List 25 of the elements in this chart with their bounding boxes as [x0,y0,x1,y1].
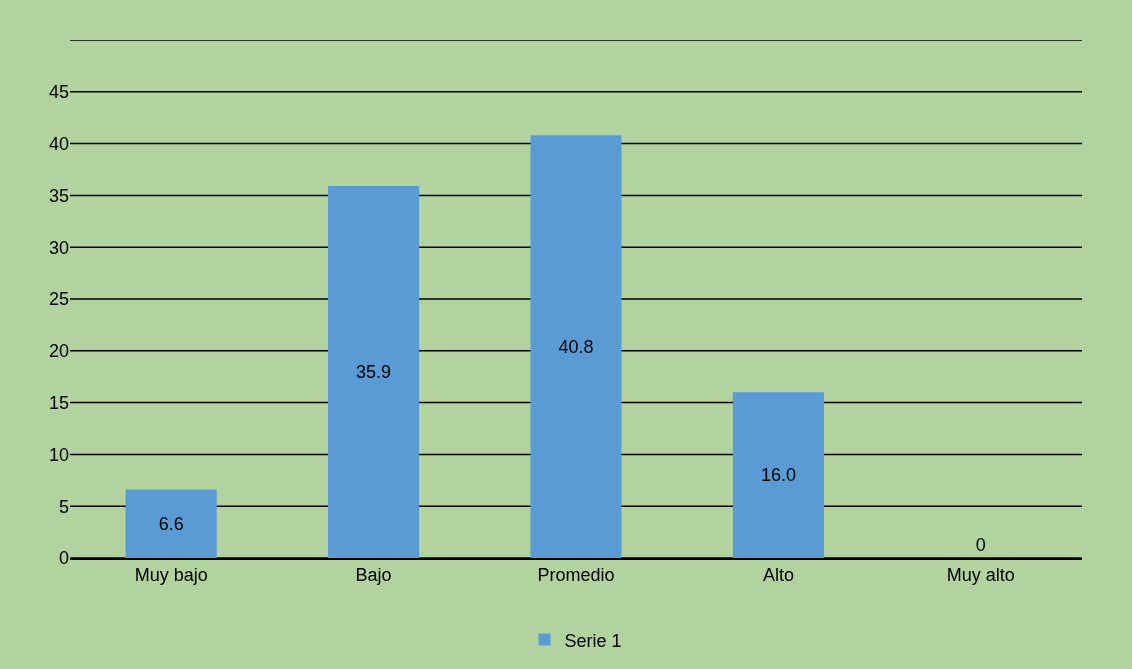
y-tick-label: 20 [48,341,69,362]
y-tick-label: 45 [48,82,69,103]
bar [530,135,622,558]
y-tick-label: 5 [58,496,69,517]
data-label: 40.8 [558,336,594,357]
bar [732,392,824,558]
data-label: 35.9 [356,362,392,383]
x-tick-label: Bajo [355,565,392,586]
y-tick-label: 40 [48,133,69,154]
y-tick-label: 0 [58,548,69,569]
y-tick-label: 35 [48,185,69,206]
x-tick-label: Muy bajo [134,565,208,586]
x-tick-label: Muy alto [946,565,1015,586]
y-tick-label: 10 [48,444,69,465]
bar [125,489,217,558]
legend-label: Serie 1 [564,630,622,651]
y-tick-label: 25 [48,289,69,310]
bar [328,186,420,558]
x-tick-label: Alto [762,565,794,586]
data-label: 16.0 [760,465,796,486]
data-label: 6.6 [158,513,184,534]
y-tick-label: 30 [48,237,69,258]
data-label: 0 [975,535,986,555]
x-tick-label: Promedio [537,565,615,586]
y-tick-label: 15 [48,392,69,413]
